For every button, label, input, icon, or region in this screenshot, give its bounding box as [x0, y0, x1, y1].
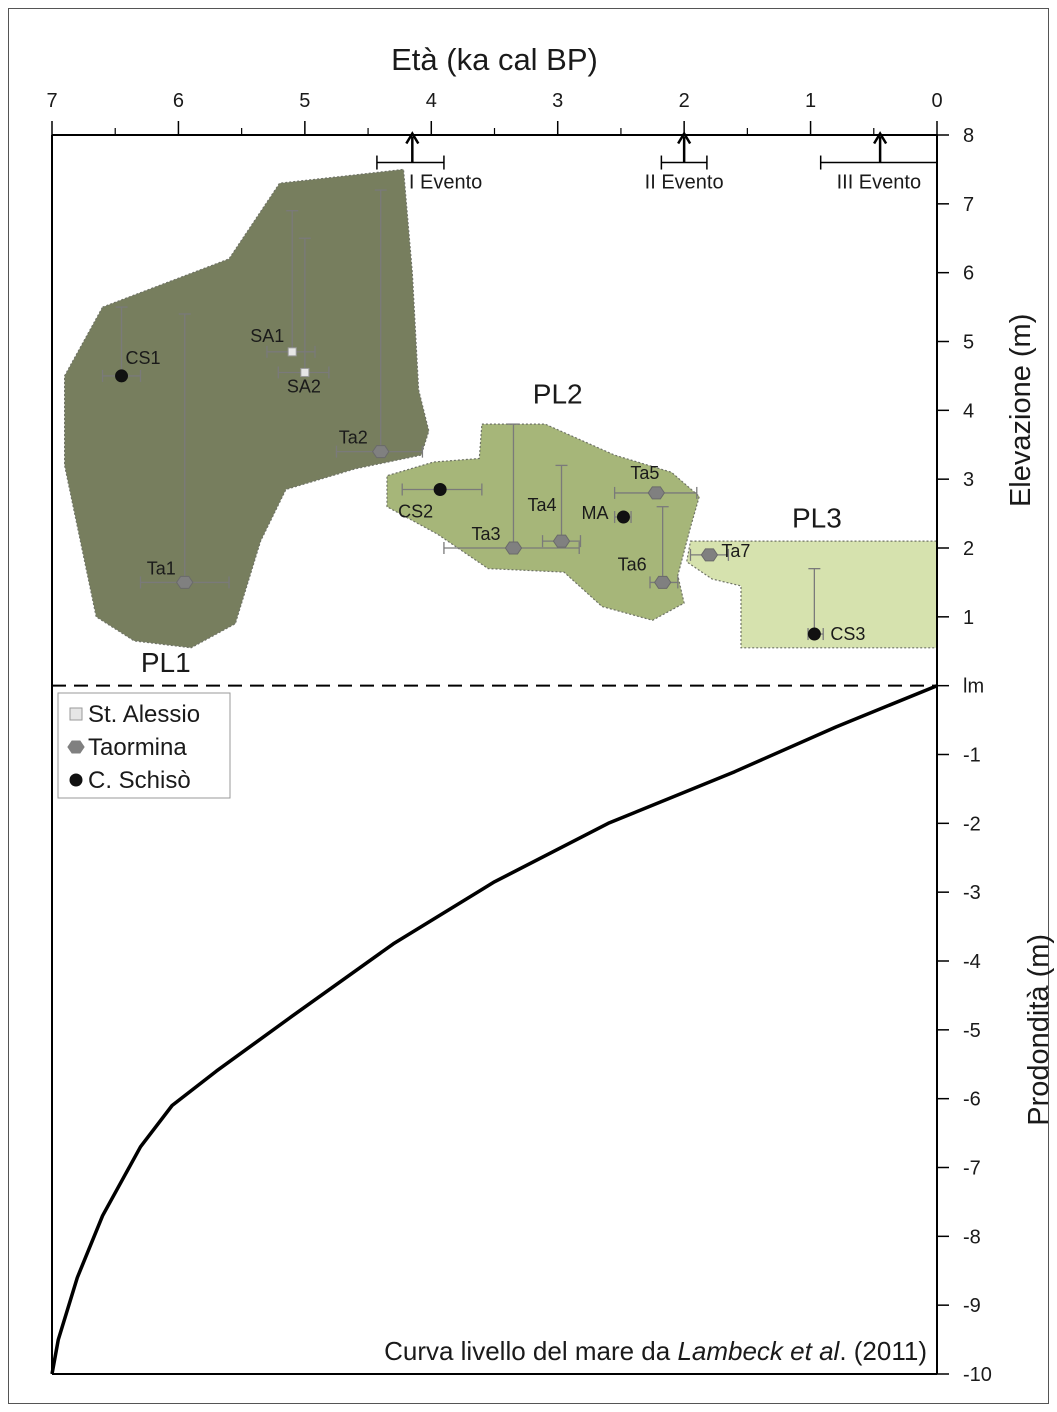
y-tick-label: lm [963, 676, 984, 698]
y-tick-label: 6 [963, 263, 974, 285]
group-pl2-area [386, 423, 700, 621]
event-arrow-head [677, 131, 692, 145]
y-tick-label: -9 [963, 1295, 981, 1317]
point-ta1 [175, 575, 194, 589]
legend-label-3: C. Schisò [88, 767, 191, 794]
point-ta4 [552, 534, 571, 548]
point-cs2 [433, 482, 447, 496]
y-tick-label: -10 [963, 1364, 992, 1386]
point-ta7 [700, 548, 719, 562]
y-tick-label: 5 [963, 332, 974, 354]
group-label-pl2: PL2 [533, 378, 583, 409]
point-label-sa2: SA2 [287, 376, 321, 396]
x-tick-label: 6 [173, 90, 184, 112]
legend-marker-2 [67, 740, 85, 754]
point-label-ta5: Ta5 [630, 463, 659, 483]
legend-label-1: St. Alessio [88, 701, 200, 728]
point-ta3 [504, 541, 523, 555]
event-arrow-head [405, 131, 420, 145]
x-axis-title: Età (ka cal BP) [391, 42, 598, 77]
point-label-ta4: Ta4 [528, 495, 557, 515]
legend-marker-1 [69, 707, 83, 721]
group-label-pl1: PL1 [141, 647, 191, 678]
point-ta2 [371, 445, 390, 459]
y-tick-label: -7 [963, 1158, 981, 1180]
x-tick-label: 0 [931, 90, 942, 112]
group-label-pl3: PL3 [792, 502, 842, 533]
point-label-ta3: Ta3 [471, 524, 500, 544]
y-tick-label: -8 [963, 1226, 981, 1248]
y-tick-label: -1 [963, 745, 981, 767]
y-tick-label: -4 [963, 951, 981, 973]
legend-box [57, 692, 231, 799]
point-sa2 [300, 367, 310, 377]
x-tick-label: 7 [46, 90, 57, 112]
x-tick-label: 4 [426, 90, 437, 112]
point-label-ta1: Ta1 [147, 558, 176, 578]
y-tick-label: -3 [963, 882, 981, 904]
point-label-sa1: SA1 [250, 326, 284, 346]
y-tick-label: -5 [963, 1020, 981, 1042]
x-tick-label: 3 [552, 90, 563, 112]
event-arrow-head [873, 131, 888, 145]
point-label-ta7: Ta7 [721, 541, 750, 561]
point-label-cs2: CS2 [398, 501, 433, 521]
legend-marker-3 [69, 773, 83, 787]
point-ta5 [647, 486, 666, 500]
event-label-1: I Evento [409, 172, 482, 194]
sea-level-curve [50, 684, 938, 1375]
y-tick-label: 8 [963, 125, 974, 147]
y-tick-label: 4 [963, 400, 974, 422]
event-label-3: III Evento [837, 172, 922, 194]
point-cs3 [807, 627, 821, 641]
point-label-cs1: CS1 [126, 348, 161, 368]
y-axis-title-lower: Prodondità (m) [1023, 934, 1055, 1126]
y-axis-title-upper: Elevazione (m) [1005, 314, 1037, 507]
legend-label-2: Taormina [88, 734, 187, 761]
point-label-ma: MA [581, 503, 608, 523]
x-tick-label: 1 [805, 90, 816, 112]
point-label-ta6: Ta6 [618, 554, 647, 574]
point-sa1 [287, 347, 297, 357]
point-ta6 [653, 575, 672, 589]
y-tick-label: 3 [963, 469, 974, 491]
point-label-ta2: Ta2 [339, 428, 368, 448]
group-pl1-area [63, 168, 430, 649]
y-tick-label: 7 [963, 194, 974, 216]
x-tick-label: 5 [299, 90, 310, 112]
point-label-cs3: CS3 [830, 624, 865, 644]
event-label-2: II Evento [645, 172, 724, 194]
sea-level-curve-caption: Curva livello del mare da Lambeck et al.… [384, 1336, 927, 1366]
point-cs1 [115, 369, 129, 383]
y-tick-label: 1 [963, 607, 974, 629]
point-ma [616, 510, 630, 524]
y-tick-label: -6 [963, 1089, 981, 1111]
y-tick-label: -2 [963, 813, 981, 835]
y-tick-label: 2 [963, 538, 974, 560]
x-tick-label: 2 [679, 90, 690, 112]
